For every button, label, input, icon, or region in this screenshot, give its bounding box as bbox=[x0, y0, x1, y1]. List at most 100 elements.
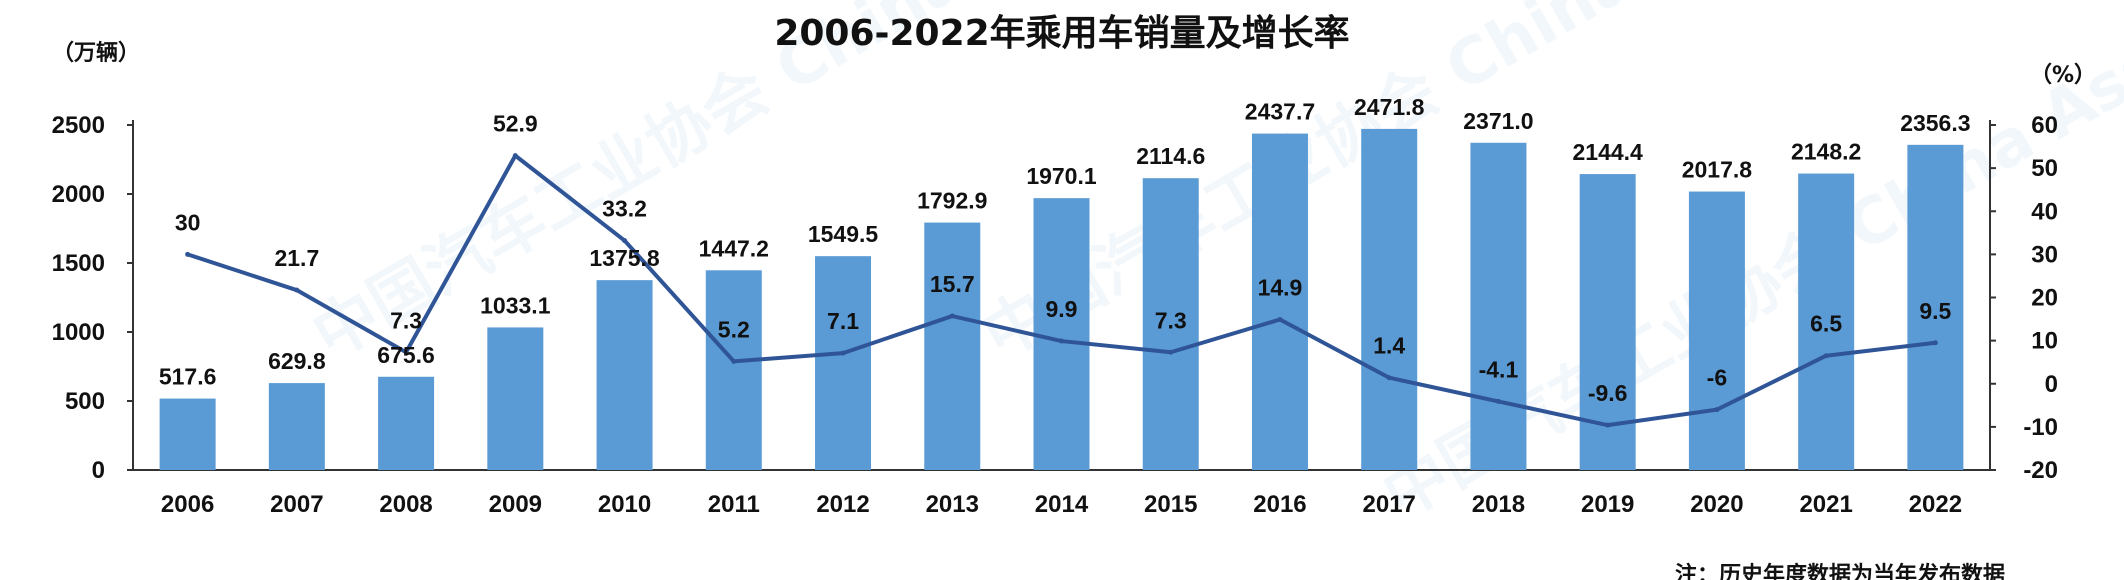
bar bbox=[378, 376, 435, 470]
x-tick-label: 2020 bbox=[1690, 491, 1743, 518]
bar bbox=[1470, 142, 1527, 470]
x-tick-label: 2010 bbox=[598, 491, 651, 518]
left-tick-label: 1000 bbox=[52, 319, 105, 346]
bar-value-label: 2437.7 bbox=[1245, 99, 1315, 125]
x-tick-label: 2016 bbox=[1253, 491, 1306, 518]
line-point bbox=[731, 358, 737, 364]
line-value-label: 14.9 bbox=[1258, 274, 1303, 300]
line-value-label: 52.9 bbox=[493, 111, 538, 137]
line-point bbox=[1823, 353, 1829, 359]
line-point bbox=[1495, 398, 1501, 404]
line-point bbox=[1277, 316, 1283, 322]
left-tick-label: 0 bbox=[92, 457, 105, 484]
bar-value-label: 1970.1 bbox=[1026, 163, 1097, 189]
bar-value-label: 1792.9 bbox=[917, 188, 987, 214]
line-value-label: 1.4 bbox=[1373, 333, 1405, 359]
bar-value-label: 1447.2 bbox=[699, 235, 769, 261]
x-tick-label: 2015 bbox=[1144, 491, 1197, 518]
left-tick-label: 2000 bbox=[52, 181, 105, 208]
x-tick-label: 2006 bbox=[161, 491, 214, 518]
line-point bbox=[185, 251, 191, 257]
bar-value-label: 2114.6 bbox=[1136, 143, 1205, 169]
x-tick-label: 2021 bbox=[1799, 491, 1852, 518]
line-point bbox=[622, 238, 628, 244]
line-value-label: -4.1 bbox=[1479, 356, 1519, 382]
bar bbox=[815, 256, 872, 470]
bar bbox=[268, 383, 325, 470]
bar-value-label: 2356.3 bbox=[1900, 110, 1970, 136]
line-point bbox=[1605, 422, 1611, 428]
line-point bbox=[949, 313, 955, 319]
line-series bbox=[185, 153, 1938, 428]
right-axis-unit: （%） bbox=[2030, 63, 2096, 88]
line-value-label: 7.3 bbox=[1155, 307, 1187, 333]
bar bbox=[924, 222, 981, 470]
right-tick-label: 20 bbox=[2031, 285, 2058, 312]
bar bbox=[705, 270, 762, 470]
bar-value-label: 629.8 bbox=[268, 348, 326, 374]
x-tick-label: 2018 bbox=[1472, 491, 1525, 518]
x-tick-label: 2012 bbox=[816, 491, 869, 518]
line-value-label: -6 bbox=[1707, 365, 1727, 391]
line-value-label: 9.9 bbox=[1046, 296, 1078, 322]
x-tick-label: 2011 bbox=[708, 491, 760, 518]
line-value-label: 21.7 bbox=[274, 245, 319, 271]
x-tick-label: 2022 bbox=[1909, 491, 1962, 518]
line-value-label: 7.1 bbox=[827, 308, 859, 334]
line-value-label: 30 bbox=[175, 209, 201, 235]
x-tick-label: 2014 bbox=[1035, 491, 1089, 518]
data-labels: 517.6 629.8 675.6 1033.1 1375.8 1447.2 1549.5 1… bbox=[159, 94, 1971, 406]
right-tick-label: -10 bbox=[2023, 414, 2058, 441]
bar bbox=[1142, 178, 1199, 471]
line-value-label: 15.7 bbox=[930, 271, 975, 297]
x-tick-label: 2009 bbox=[489, 491, 542, 518]
bar-value-label: 2017.8 bbox=[1682, 157, 1753, 183]
bar bbox=[1688, 191, 1745, 471]
line-value-label: 5.2 bbox=[718, 316, 750, 342]
line-point bbox=[840, 350, 846, 356]
right-tick-label: 10 bbox=[2031, 328, 2058, 355]
bar bbox=[596, 280, 653, 470]
left-tick-label: 2500 bbox=[52, 112, 105, 139]
right-tick-label: -20 bbox=[2023, 457, 2058, 484]
line-point bbox=[1386, 375, 1392, 381]
chart-title: 2006-2022年乘用车销量及增长率 bbox=[774, 13, 1349, 54]
x-tick-label: 2013 bbox=[926, 491, 979, 518]
left-tick-label: 1500 bbox=[52, 250, 105, 277]
line-point bbox=[1059, 338, 1064, 344]
right-tick-label: 50 bbox=[2031, 155, 2058, 182]
line-point bbox=[1932, 340, 1938, 346]
line-value-label: 7.3 bbox=[390, 307, 422, 333]
right-tick-label: 40 bbox=[2031, 198, 2058, 225]
bar-value-label: 1033.1 bbox=[480, 292, 551, 318]
line-value-label: -9.6 bbox=[1588, 380, 1628, 406]
line-point bbox=[294, 287, 300, 293]
left-tick-label: 500 bbox=[65, 388, 105, 415]
bar-value-label: 517.6 bbox=[159, 364, 217, 390]
bar-value-label: 675.6 bbox=[377, 342, 435, 368]
line-value-label: 9.5 bbox=[1919, 298, 1951, 324]
axes: 0 500 1000 1500 2000 2500 -20 -10 0 10 20 30 40 50 60 2… bbox=[52, 112, 2058, 518]
line-point bbox=[1714, 407, 1720, 413]
right-tick-label: 30 bbox=[2031, 241, 2058, 268]
bar bbox=[1251, 133, 1308, 470]
bar bbox=[487, 327, 544, 470]
left-axis-unit: （万辆） bbox=[52, 40, 140, 66]
bar-value-label: 2471.8 bbox=[1354, 94, 1425, 120]
bar-value-label: 2148.2 bbox=[1791, 139, 1861, 165]
line-point bbox=[403, 349, 409, 355]
line-point bbox=[1168, 349, 1174, 355]
x-tick-label: 2019 bbox=[1581, 491, 1634, 518]
line-point bbox=[512, 153, 518, 159]
line-value-label: 33.2 bbox=[602, 196, 647, 222]
bar-value-label: 1549.5 bbox=[808, 221, 879, 247]
x-tick-label: 2017 bbox=[1363, 491, 1416, 518]
bar bbox=[1361, 128, 1418, 470]
line-value-label: 6.5 bbox=[1810, 311, 1842, 337]
bar-value-label: 2371.0 bbox=[1463, 108, 1533, 134]
bar-value-label: 1375.8 bbox=[589, 245, 660, 271]
bar bbox=[1798, 173, 1855, 470]
bar bbox=[1033, 198, 1090, 470]
